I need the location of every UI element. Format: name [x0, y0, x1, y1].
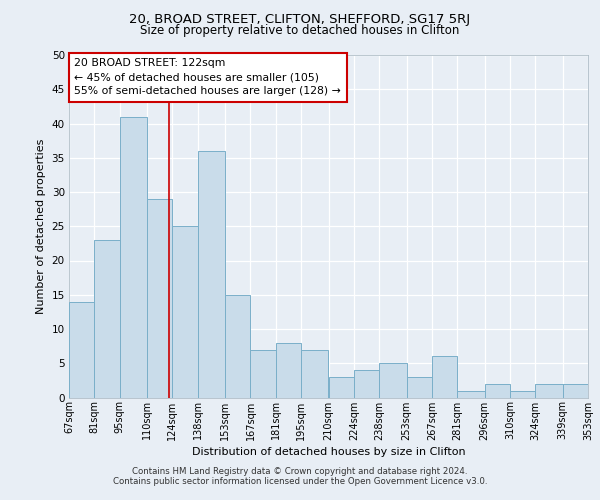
Bar [69, 302, 94, 398]
Bar [120, 116, 147, 398]
Bar [407, 377, 432, 398]
Text: 20, BROAD STREET, CLIFTON, SHEFFORD, SG17 5RJ: 20, BROAD STREET, CLIFTON, SHEFFORD, SG1… [130, 12, 470, 26]
Bar [379, 363, 407, 398]
Y-axis label: Number of detached properties: Number of detached properties [36, 138, 46, 314]
Text: Contains HM Land Registry data © Crown copyright and database right 2024.: Contains HM Land Registry data © Crown c… [132, 467, 468, 476]
Bar [276, 342, 301, 398]
Bar [172, 226, 198, 398]
Text: Contains public sector information licensed under the Open Government Licence v3: Contains public sector information licen… [113, 477, 487, 486]
Text: Size of property relative to detached houses in Clifton: Size of property relative to detached ho… [140, 24, 460, 37]
Text: 20 BROAD STREET: 122sqm
← 45% of detached houses are smaller (105)
55% of semi-d: 20 BROAD STREET: 122sqm ← 45% of detache… [74, 58, 341, 96]
Bar [354, 370, 379, 398]
Bar [94, 240, 120, 398]
Bar [485, 384, 510, 398]
X-axis label: Distribution of detached houses by size in Clifton: Distribution of detached houses by size … [191, 446, 466, 456]
Bar [301, 350, 329, 398]
Bar [198, 151, 225, 398]
Bar [329, 377, 354, 398]
Bar [225, 294, 250, 398]
Bar [457, 390, 485, 398]
Bar [147, 199, 172, 398]
Bar [535, 384, 563, 398]
Bar [510, 390, 535, 398]
Bar [563, 384, 588, 398]
Bar [432, 356, 457, 398]
Bar [250, 350, 276, 398]
